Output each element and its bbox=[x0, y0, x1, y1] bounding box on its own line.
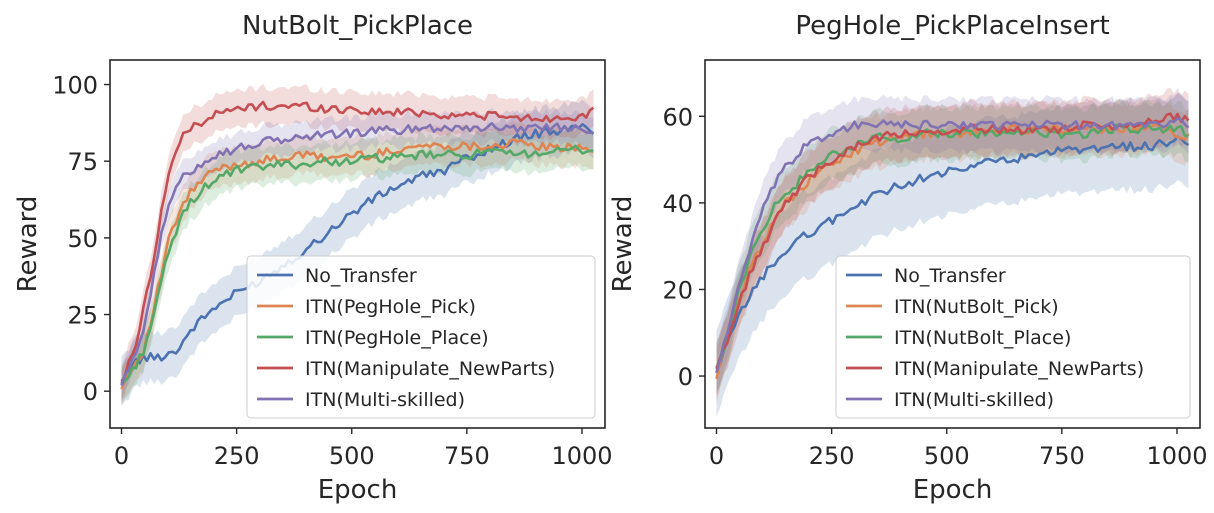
y-axis-label: Reward bbox=[13, 196, 43, 293]
series-line-3 bbox=[715, 123, 1189, 368]
chart-panel-1: 0 250 500 750 1000 0 25 50 75 100 NutBolt_PickPlac… bbox=[13, 11, 613, 505]
series-line-3 bbox=[120, 144, 594, 386]
legend: No_Transfer ITN(PegHole_Pick) ITN(PegHole_… bbox=[246, 255, 596, 419]
plot-area bbox=[715, 87, 1190, 417]
legend-label: ITN(PegHole_Place) bbox=[305, 327, 489, 349]
series-band-1 bbox=[121, 99, 594, 406]
series-line-4 bbox=[715, 112, 1190, 370]
x-tick-label: 0 bbox=[114, 442, 129, 470]
legend-box bbox=[246, 255, 596, 419]
y-axis-label: Reward bbox=[608, 196, 638, 293]
legend-label: No_Transfer bbox=[894, 265, 1006, 287]
y-tick-label: 100 bbox=[52, 72, 98, 100]
legend-label: No_Transfer bbox=[305, 265, 417, 287]
x-tick-label: 250 bbox=[214, 442, 260, 470]
x-tick-label: 500 bbox=[924, 442, 970, 470]
x-axis-label: Epoch bbox=[318, 475, 398, 505]
x-axis-label: Epoch bbox=[913, 475, 993, 505]
series-line-2 bbox=[120, 137, 594, 390]
x-tick-label: 250 bbox=[809, 442, 855, 470]
legend-label: ITN(Manipulate_NewParts) bbox=[305, 358, 555, 380]
legend-label: ITN(NutBolt_Pick) bbox=[894, 296, 1059, 318]
legend-box bbox=[835, 255, 1191, 419]
x-tick-label: 750 bbox=[1039, 442, 1085, 470]
series-band-3 bbox=[121, 127, 594, 403]
series-band-3 bbox=[716, 98, 1189, 394]
series-line-5 bbox=[120, 121, 594, 386]
y-tick-label: 0 bbox=[83, 378, 98, 406]
x-tick-label: 750 bbox=[444, 442, 490, 470]
y-tick-label: 60 bbox=[662, 103, 693, 131]
series-line-1 bbox=[120, 123, 595, 383]
legend-label: ITN(Multi-skilled) bbox=[305, 389, 465, 411]
y-tick-label: 40 bbox=[662, 190, 693, 218]
legend-label: ITN(Multi-skilled) bbox=[894, 389, 1054, 411]
x-tick-label: 1000 bbox=[1146, 442, 1207, 470]
legend-label: ITN(Manipulate_NewParts) bbox=[894, 358, 1144, 380]
axes-frame bbox=[109, 59, 606, 429]
chart-title: PegHole_PickPlaceInsert bbox=[795, 11, 1109, 41]
y-tick-label: 25 bbox=[67, 302, 98, 330]
x-tick-label: 0 bbox=[709, 442, 724, 470]
y-tick-label: 50 bbox=[67, 225, 98, 253]
x-tick-label: 500 bbox=[329, 442, 375, 470]
plot-area bbox=[120, 83, 595, 408]
legend-label: ITN(NutBolt_Place) bbox=[894, 327, 1071, 349]
chart-title: NutBolt_PickPlace bbox=[242, 11, 473, 41]
series-band-5 bbox=[121, 107, 594, 401]
series-line-4 bbox=[120, 100, 595, 384]
chart-panel-2: 0 250 500 750 1000 0 20 40 60 PegHole_PickPlaceIn… bbox=[608, 11, 1208, 505]
legend-label: ITN(PegHole_Pick) bbox=[305, 296, 476, 318]
legend: No_Transfer ITN(NutBolt_Pick) ITN(NutBolt_… bbox=[835, 255, 1191, 419]
series-band-1 bbox=[716, 93, 1189, 417]
y-tick-label: 20 bbox=[662, 276, 693, 304]
y-tick-label: 75 bbox=[67, 148, 98, 176]
x-tick-label: 1000 bbox=[551, 442, 612, 470]
series-band-2 bbox=[716, 98, 1189, 405]
y-tick-label: 0 bbox=[678, 363, 693, 391]
series-line-5 bbox=[715, 117, 1190, 373]
axes-frame bbox=[704, 59, 1201, 429]
series-line-1 bbox=[715, 135, 1190, 374]
